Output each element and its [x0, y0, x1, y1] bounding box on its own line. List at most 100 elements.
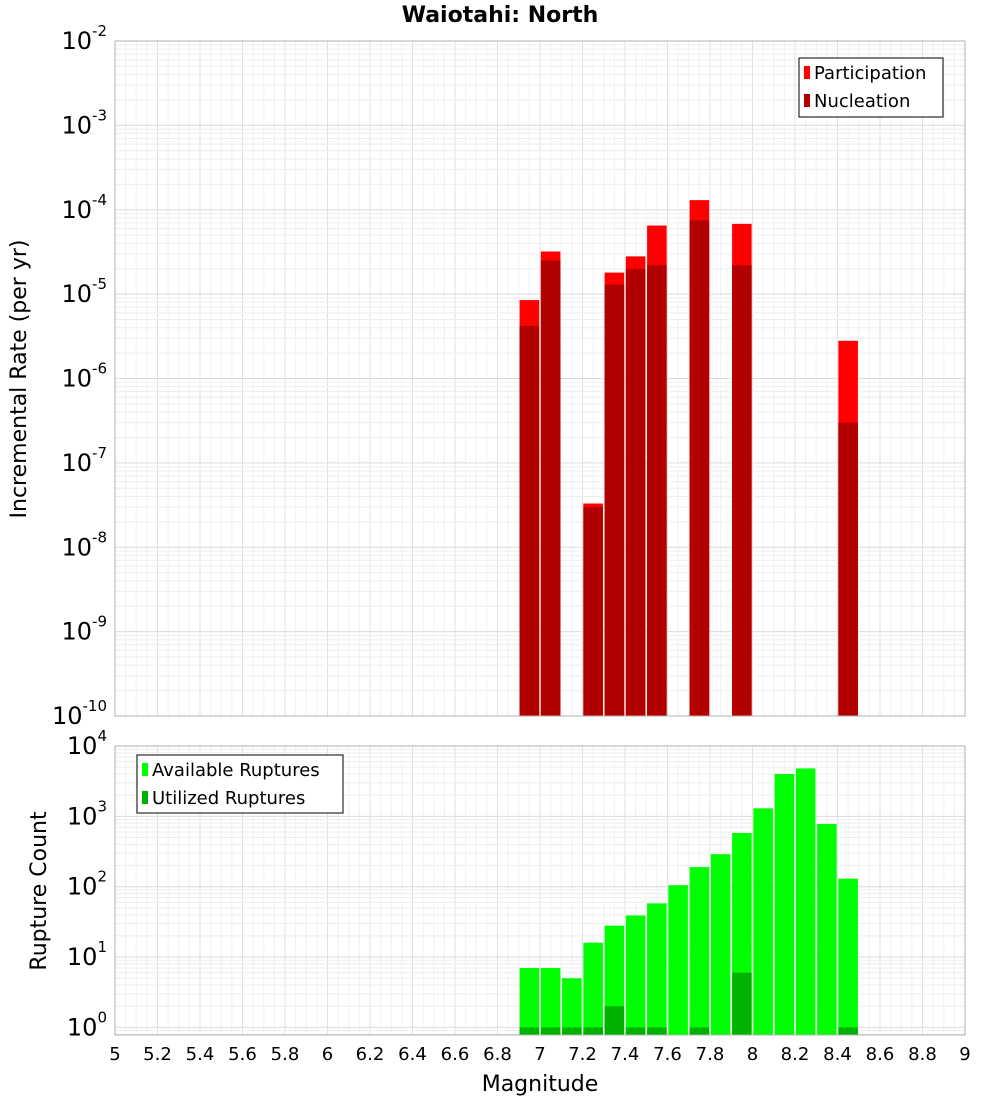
x-tick-label: 8.4 — [823, 1044, 852, 1065]
y-tick-exponent: 2 — [97, 868, 107, 886]
bar-available — [774, 773, 795, 1035]
bar-available — [583, 942, 603, 1035]
x-tick-label: 5.6 — [228, 1044, 257, 1065]
bar-available — [838, 878, 858, 1035]
legend-label: Available Ruptures — [152, 760, 320, 781]
bar-nucleation — [732, 265, 752, 716]
y-tick-label: 10-2 — [61, 22, 107, 55]
y-tick-exponent: 4 — [97, 727, 107, 745]
x-tick-label: 8 — [747, 1044, 758, 1065]
bottom-y-axis-label: Rupture Count — [27, 811, 52, 971]
x-axis-label: Magnitude — [482, 1072, 599, 1097]
bar-nucleation — [625, 268, 646, 716]
x-tick-label: 9 — [959, 1044, 970, 1065]
y-tick-label: 10-5 — [61, 275, 107, 308]
y-tick-label: 10-7 — [61, 444, 107, 477]
y-tick-base: 10 — [61, 449, 92, 477]
x-tick-label: 5.8 — [271, 1044, 300, 1065]
bar-utilized — [540, 1027, 561, 1035]
x-tick-label: 6.8 — [483, 1044, 512, 1065]
y-tick-base: 10 — [61, 111, 92, 139]
y-tick-exponent: -9 — [92, 613, 107, 631]
bar-nucleation — [583, 506, 603, 716]
bar-utilized — [519, 1027, 540, 1035]
bar-nucleation — [604, 284, 625, 716]
bar-available — [647, 903, 667, 1035]
y-tick-base: 10 — [67, 873, 98, 901]
plot-border — [114, 745, 966, 1036]
bar-utilized — [625, 1027, 646, 1035]
y-tick-exponent: -10 — [83, 697, 108, 715]
bar-utilized — [583, 1027, 603, 1035]
legend-swatch — [804, 66, 810, 79]
y-tick-exponent: -2 — [92, 22, 107, 40]
x-tick-label: 8.8 — [908, 1044, 937, 1065]
bar-available — [710, 854, 731, 1035]
chart-title: Waiotahi: North — [402, 3, 599, 28]
y-tick-label: 10-10 — [52, 697, 107, 730]
top-panel-rate-chart: 10-210-310-410-510-610-710-810-910-10Par… — [52, 22, 966, 730]
legend-swatch — [804, 94, 810, 107]
bar-available — [562, 978, 582, 1035]
x-tick-label: 8.6 — [866, 1044, 895, 1065]
y-tick-exponent: -7 — [92, 444, 107, 462]
x-tick-label: 7 — [534, 1044, 545, 1065]
x-tick-label: 6 — [322, 1044, 333, 1065]
legend-label: Utilized Ruptures — [152, 788, 305, 809]
y-tick-label: 104 — [67, 727, 107, 760]
x-tick-label: 5.2 — [143, 1044, 172, 1065]
bar-available — [668, 885, 688, 1035]
y-tick-exponent: 3 — [97, 797, 107, 815]
bar-utilized — [732, 972, 752, 1035]
x-tick-label: 7.6 — [653, 1044, 682, 1065]
y-tick-exponent: -3 — [92, 106, 107, 124]
y-tick-label: 10-9 — [61, 613, 107, 646]
bar-utilized — [604, 1006, 625, 1035]
bar-available — [753, 808, 773, 1035]
y-tick-label: 10-8 — [61, 528, 107, 561]
y-tick-exponent: 0 — [97, 1008, 107, 1026]
legend-label: Participation — [814, 63, 926, 84]
bar-nucleation — [519, 325, 540, 716]
x-tick-label: 8.2 — [781, 1044, 810, 1065]
legend-swatch — [142, 791, 148, 804]
x-tick-label: 7.8 — [696, 1044, 725, 1065]
bar-available — [625, 915, 646, 1035]
bar-utilized — [647, 1027, 667, 1035]
y-tick-label: 10-4 — [61, 191, 107, 224]
bar-utilized — [838, 1027, 858, 1035]
y-tick-label: 10-3 — [61, 106, 107, 139]
x-tick-label: 6.2 — [356, 1044, 385, 1065]
top-y-axis-label: Incremental Rate (per yr) — [7, 240, 32, 519]
y-tick-label: 100 — [67, 1008, 107, 1041]
legend-label: Nucleation — [814, 91, 910, 112]
y-tick-label: 102 — [67, 868, 107, 901]
plot-border — [114, 40, 966, 717]
bar-available — [519, 967, 540, 1035]
y-tick-base: 10 — [61, 533, 92, 561]
y-tick-exponent: -4 — [92, 191, 107, 209]
y-tick-base: 10 — [61, 280, 92, 308]
y-tick-base: 10 — [61, 196, 92, 224]
x-tick-label: 7.2 — [568, 1044, 597, 1065]
bar-utilized — [689, 1027, 710, 1035]
y-tick-label: 10-6 — [61, 360, 107, 393]
y-tick-base: 10 — [61, 27, 92, 55]
bar-nucleation — [647, 265, 667, 716]
y-tick-label: 101 — [67, 938, 107, 971]
y-tick-label: 103 — [67, 797, 107, 830]
bar-available — [795, 768, 816, 1035]
y-tick-base: 10 — [61, 365, 92, 393]
y-tick-exponent: 1 — [97, 938, 107, 956]
y-tick-base: 10 — [67, 802, 98, 830]
bar-utilized — [562, 1027, 582, 1035]
y-tick-base: 10 — [67, 943, 98, 971]
x-tick-label: 5 — [109, 1044, 120, 1065]
bar-available — [817, 823, 837, 1035]
bar-nucleation — [540, 260, 561, 716]
legend-swatch — [142, 763, 148, 776]
y-tick-exponent: -6 — [92, 360, 107, 378]
x-tick-label: 7.4 — [611, 1044, 640, 1065]
